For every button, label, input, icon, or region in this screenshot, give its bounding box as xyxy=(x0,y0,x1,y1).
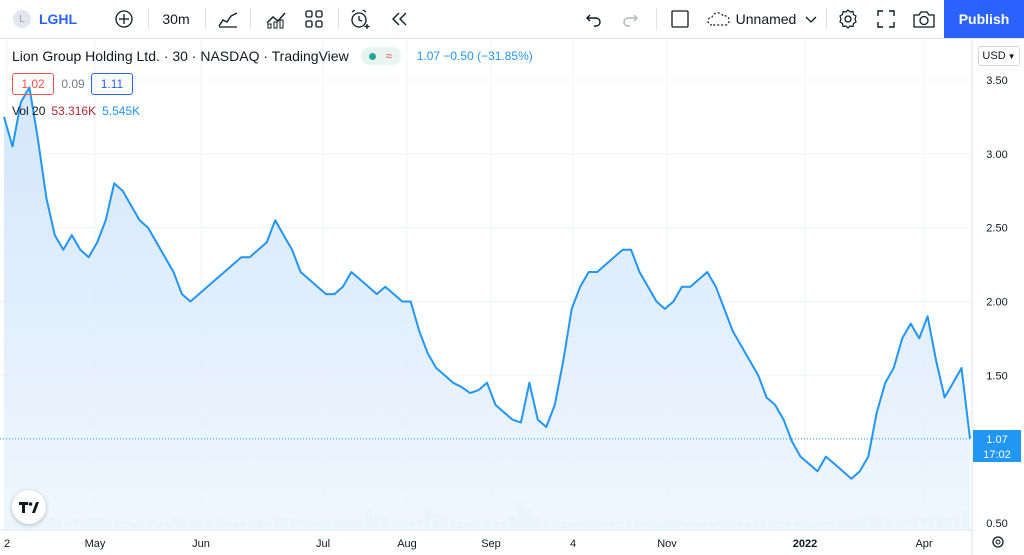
toolbar-divider xyxy=(338,8,339,30)
camera-icon xyxy=(913,11,935,28)
chevron-down-icon: ▼ xyxy=(1007,51,1016,61)
interval-label: 30m xyxy=(162,11,190,27)
undo-button[interactable] xyxy=(580,0,608,38)
gear-icon xyxy=(992,536,1004,548)
spread-value: 0.09 xyxy=(61,77,85,91)
add-symbol-icon xyxy=(115,10,133,28)
price-axis[interactable]: 0.50 1.50 2.00 2.50 3.00 3.50 xyxy=(986,75,1007,530)
wave-icon: ≈ xyxy=(385,49,393,63)
toolbar-divider xyxy=(148,8,149,30)
undo-icon xyxy=(586,14,601,27)
price-axis-label: 1.50 xyxy=(986,370,1007,382)
chart-legend: Lion Group Holding Ltd. · 30 · NASDAQ · … xyxy=(12,47,533,65)
price-axis-label: 2.50 xyxy=(986,223,1007,235)
time-axis-label: Jun xyxy=(192,538,210,550)
templates-button[interactable] xyxy=(300,0,328,38)
currency-button[interactable]: USD ▼ xyxy=(978,46,1020,66)
time-axis-label: Aug xyxy=(397,538,417,550)
time-axis[interactable]: 2 May Jun Jul Aug Sep 4 Nov 2022 Apr xyxy=(4,538,933,550)
redo-button[interactable] xyxy=(616,0,644,38)
interval-button[interactable]: 30m xyxy=(156,0,196,38)
time-axis-label: May xyxy=(85,538,106,550)
add-symbol-button[interactable] xyxy=(110,0,138,38)
fullscreen-square-icon xyxy=(671,10,689,28)
replay-icon xyxy=(392,12,407,26)
time-axis-label: 2 xyxy=(4,538,10,550)
market-open-dot-icon xyxy=(369,52,377,60)
price-line xyxy=(3,86,971,480)
market-status-pill[interactable]: ≈ xyxy=(360,47,401,65)
symbol-logo-icon: L xyxy=(12,10,31,28)
price-axis-label: 0.50 xyxy=(986,518,1007,530)
cloud-icon xyxy=(707,12,730,26)
gear-icon-center xyxy=(995,539,1001,545)
toolbar-divider xyxy=(250,8,251,30)
templates-icon xyxy=(305,10,323,28)
last-price-value: 1.07 xyxy=(986,434,1007,446)
settings-button[interactable] xyxy=(834,0,862,38)
alert-button[interactable] xyxy=(346,0,374,38)
legend-price-change: 1.07 −0.50 (−31.85%) xyxy=(416,49,533,63)
indicators-button[interactable] xyxy=(262,0,290,38)
fullscreen-button[interactable] xyxy=(872,0,900,38)
volume-legend: Vol 20 53.316K 5.545K xyxy=(12,104,140,118)
chart-style-icon xyxy=(218,12,238,28)
layout-name: Unnamed xyxy=(735,11,797,27)
time-axis-label: Apr xyxy=(915,538,932,550)
bid-button[interactable]: 1.02 xyxy=(12,73,54,95)
redo-icon xyxy=(623,14,638,27)
time-axis-settings-button[interactable] xyxy=(992,536,1004,548)
multi-layout-button[interactable] xyxy=(666,0,694,38)
price-axis-label: 2.00 xyxy=(986,297,1007,309)
bar-countdown: 17:02 xyxy=(983,449,1011,461)
volume-label: Vol 20 xyxy=(12,104,46,118)
toolbar-divider xyxy=(205,8,206,30)
screenshot-button[interactable] xyxy=(910,0,938,38)
indicators-icon xyxy=(266,12,286,29)
toolbar-divider xyxy=(826,8,827,30)
alert-icon xyxy=(351,9,370,29)
time-axis-label: Sep xyxy=(481,538,501,550)
price-axis-label: 3.00 xyxy=(986,149,1007,161)
toolbar-divider xyxy=(656,8,657,30)
chevron-down-icon xyxy=(805,16,817,23)
price-axis-label: 3.50 xyxy=(986,75,1007,87)
symbol-name: LGHL xyxy=(38,11,78,27)
time-axis-label: Nov xyxy=(657,538,677,550)
publish-button[interactable]: Publish xyxy=(944,0,1024,38)
time-axis-label: 2022 xyxy=(793,538,817,550)
ask-button[interactable]: 1.11 xyxy=(91,73,133,95)
symbol-search[interactable]: L LGHL xyxy=(10,0,80,38)
time-axis-label: Jul xyxy=(316,538,330,550)
tv-mark-icon xyxy=(19,502,39,513)
settings-icon xyxy=(839,9,857,29)
legend-title: Lion Group Holding Ltd. · 30 · NASDAQ · … xyxy=(12,48,349,64)
top-toolbar: L LGHL 30m Unnamed xyxy=(0,0,1024,39)
chart-style-button[interactable] xyxy=(214,0,242,38)
volume-ma-value: 5.545K xyxy=(102,104,141,118)
volume-value: 53.316K xyxy=(51,104,97,118)
currency-label: USD xyxy=(982,50,1006,62)
price-area xyxy=(4,87,970,531)
layout-menu-button[interactable]: Unnamed xyxy=(704,0,820,38)
replay-button[interactable] xyxy=(386,0,414,38)
fullscreen-icon xyxy=(877,10,895,28)
price-chart[interactable]: 0.50 1.50 2.00 2.50 3.00 3.50 2 May Jun Jul Aug Se… xyxy=(0,40,1024,555)
time-axis-label: 4 xyxy=(570,538,576,550)
tradingview-logo-icon[interactable] xyxy=(12,490,46,524)
last-price-tag xyxy=(973,430,1021,462)
